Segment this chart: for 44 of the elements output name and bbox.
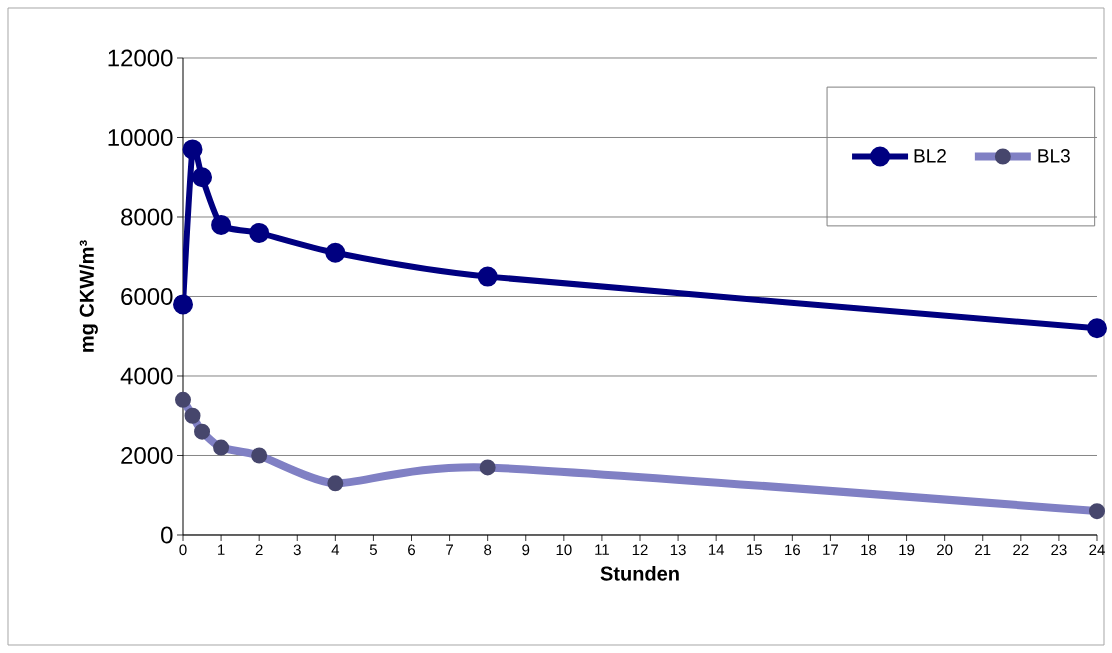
- y-tick-label: 6000: [121, 288, 173, 305]
- y-axis-title: mg CKW/m³: [79, 240, 98, 352]
- x-tick-label: 18: [861, 544, 877, 556]
- point: [173, 294, 194, 315]
- point: [1087, 318, 1107, 339]
- x-tick-label: 24: [1089, 544, 1105, 555]
- point: [211, 214, 232, 235]
- x-tick-label: 21: [975, 544, 991, 555]
- x-tick-label: 13: [670, 544, 686, 556]
- x-tick-label: 2: [255, 544, 263, 555]
- x-tick-label: 16: [785, 544, 801, 556]
- y-tick-label: 12000: [108, 49, 173, 67]
- x-tick-label: 0: [179, 544, 187, 556]
- x-tick-label: 14: [708, 544, 725, 555]
- x-tick-label: 17: [823, 544, 838, 555]
- x-tick-label: 6: [408, 544, 416, 556]
- x-tick-label: 9: [522, 544, 530, 556]
- point: [192, 167, 213, 188]
- x-tick-label: 3: [293, 544, 301, 556]
- x-tick-label: 15: [747, 544, 762, 555]
- x-tick-label: 1: [218, 544, 225, 555]
- x-tick-label: 20: [937, 544, 953, 556]
- y-tick-label: 4000: [120, 367, 173, 385]
- x-tick-label: 5: [369, 544, 377, 555]
- x-tick-label: 7: [446, 544, 454, 555]
- x-tick-label: 8: [484, 544, 492, 556]
- point: [249, 222, 270, 243]
- y-tick-label: 2000: [121, 447, 173, 464]
- y-tick-label: 8000: [121, 208, 173, 226]
- x-tick-label: 22: [1013, 544, 1029, 555]
- x-tick-label: 19: [899, 544, 915, 556]
- legend-label: BL2: [914, 149, 946, 163]
- x-tick-label: 4: [331, 544, 340, 555]
- x-tick-label: 23: [1051, 544, 1067, 556]
- x-tick-label: 10: [556, 544, 572, 556]
- x-axis-title: Stunden: [600, 566, 679, 581]
- x-tick-label: 11: [595, 544, 609, 555]
- y-tick-label: 10000: [108, 129, 173, 146]
- point: [325, 242, 346, 263]
- point: [477, 266, 498, 287]
- x-tick-label: 12: [632, 544, 648, 555]
- legend-label: BL3: [1038, 149, 1070, 163]
- y-tick-label: 0: [161, 526, 173, 544]
- point: [182, 139, 203, 160]
